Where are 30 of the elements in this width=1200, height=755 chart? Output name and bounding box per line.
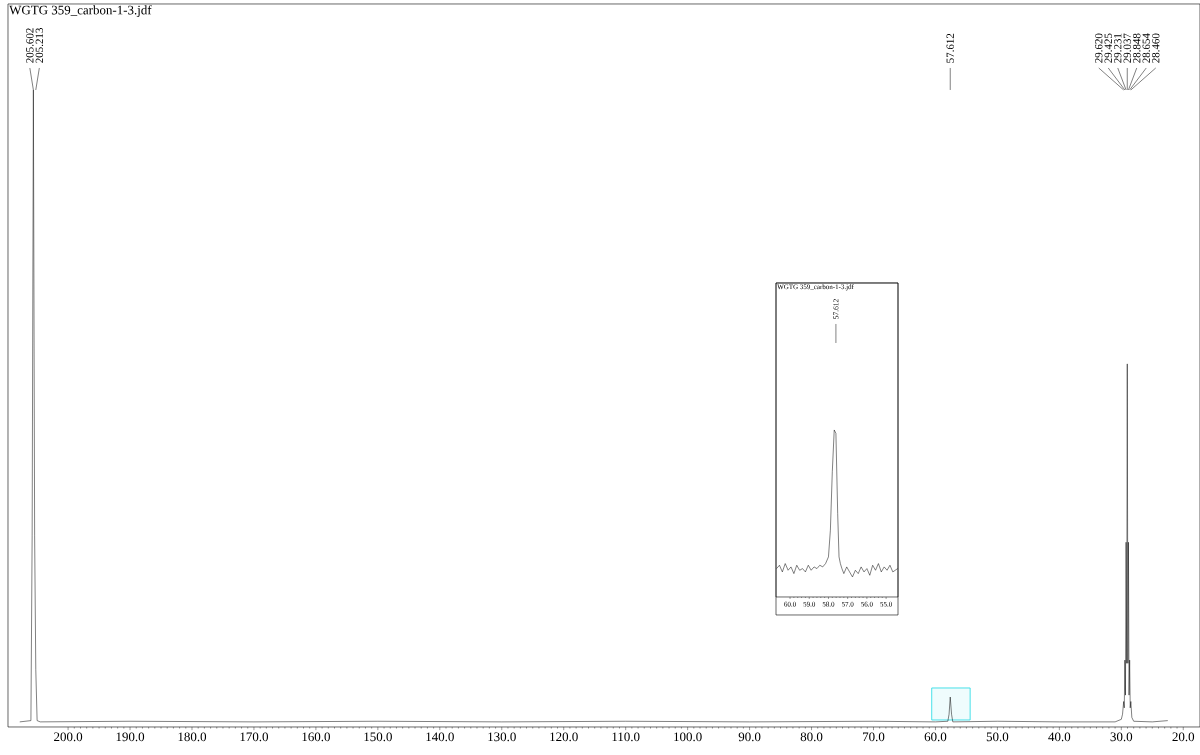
annotation: 205.602 bbox=[26, 28, 34, 63]
x-tick-label: 70.0 bbox=[863, 732, 885, 742]
x-tick-label: 190.0 bbox=[116, 732, 145, 742]
annotation: 29.425 bbox=[1104, 33, 1112, 63]
x-tick-label: 150.0 bbox=[364, 732, 392, 742]
x-tick-label: 200.0 bbox=[54, 732, 83, 742]
x-tick-label: 90.0 bbox=[738, 732, 761, 742]
x-tick-label: 170.0 bbox=[240, 732, 269, 742]
x-tick-label: 160.0 bbox=[302, 732, 330, 742]
chart-title: WGTG 359_carbon-1-3.jdf bbox=[9, 5, 152, 18]
annotation: 29.231 bbox=[1114, 33, 1122, 63]
annotation: 57.612 bbox=[946, 33, 954, 63]
annotation: 28.460 bbox=[1152, 33, 1160, 63]
annotation: 29.620 bbox=[1095, 33, 1103, 63]
x-tick-label: 60.0 bbox=[924, 732, 947, 742]
x-tick-label: 80.0 bbox=[800, 732, 823, 742]
x-tick-label: 50.0 bbox=[986, 732, 1009, 742]
x-tick-label: 110.0 bbox=[612, 732, 640, 742]
x-tick-label: 100.0 bbox=[674, 732, 702, 742]
annotation: 28.654 bbox=[1142, 33, 1150, 63]
x-tick-label: 130.0 bbox=[488, 732, 516, 742]
x-tick-label: 20.0 bbox=[1172, 732, 1195, 742]
annotation: 29.037 bbox=[1123, 33, 1131, 63]
x-tick-label: 120.0 bbox=[550, 732, 578, 742]
x-tick-label: 180.0 bbox=[178, 732, 207, 742]
annotation: 205.213 bbox=[35, 28, 44, 63]
annotation: 28.848 bbox=[1133, 33, 1141, 63]
x-tick-label: 40.0 bbox=[1048, 732, 1071, 742]
x-tick-label: 140.0 bbox=[426, 732, 454, 742]
x-tick-label: 30.0 bbox=[1110, 732, 1133, 742]
